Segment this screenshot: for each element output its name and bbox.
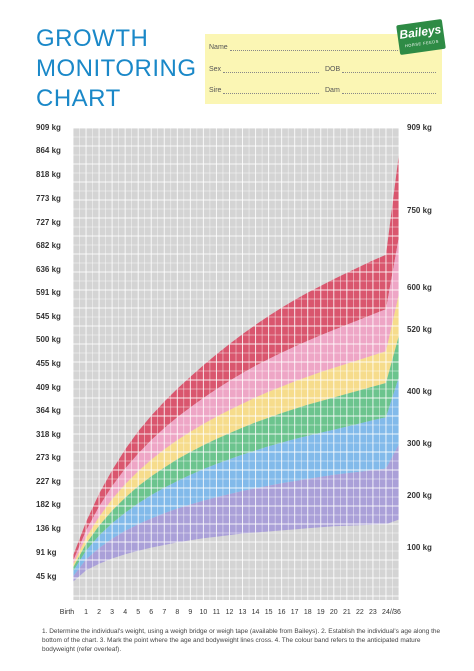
name-field[interactable]: Name	[209, 44, 398, 51]
x-tick-label: 23	[369, 609, 377, 616]
y-tick-label-left: 591 kg	[36, 288, 61, 298]
y-tick-label-left: 818 kg	[36, 170, 61, 180]
x-tick-label: 11	[213, 609, 220, 616]
x-tick-label: 19	[317, 609, 325, 616]
x-tick-label: 2	[97, 609, 101, 616]
x-tick-label: 7	[162, 609, 166, 616]
dob-field[interactable]: DOB	[325, 66, 437, 73]
x-tick-label: 22	[356, 609, 364, 616]
x-tick-label: 12	[226, 609, 234, 616]
y-tick-label-left: 773 kg	[36, 193, 61, 203]
y-tick-label-left: 45 kg	[36, 571, 57, 581]
y-tick-label-left: 182 kg	[36, 500, 61, 510]
y-tick-label-right: 300 kg	[407, 439, 432, 449]
y-tick-label-left: 91 kg	[36, 547, 57, 557]
x-tick-label: 14	[252, 609, 260, 616]
x-tick-label: 24	[382, 609, 390, 616]
y-tick-label-left: 455 kg	[36, 358, 61, 368]
x-tick-label: 4	[123, 609, 127, 616]
y-tick-label-right: 400 kg	[407, 387, 432, 397]
y-tick-label-left: 364 kg	[36, 405, 61, 415]
y-tick-label-left: 273 kg	[36, 453, 61, 463]
y-tick-label-left: 318 kg	[36, 429, 61, 439]
x-tick-label: 3	[110, 609, 114, 616]
dob-label: DOB	[325, 66, 341, 73]
dam-field[interactable]: Dam	[325, 87, 436, 94]
x-tick-label: //	[390, 609, 394, 616]
x-tick-label: 5	[136, 609, 140, 616]
title-line-3: CHART	[36, 85, 121, 112]
x-tick-label: 20	[330, 609, 338, 616]
y-tick-label-right: 600 kg	[407, 283, 432, 293]
y-tick-label-left: 227 kg	[36, 477, 61, 487]
title-line-2: MONITORING	[36, 55, 197, 82]
y-tick-label-left: 682 kg	[36, 240, 61, 250]
x-tick-label: 6	[149, 609, 153, 616]
y-tick-label-right: 750 kg	[407, 205, 432, 215]
y-tick-label-left: 500 kg	[36, 335, 61, 345]
x-tick-label: 36	[393, 609, 401, 616]
x-tick-label: 8	[175, 609, 179, 616]
sex-field[interactable]: Sex	[209, 66, 320, 73]
y-tick-label-left: 136 kg	[36, 524, 61, 534]
footer-instructions: 1. Determine the individual's weight, us…	[42, 628, 441, 653]
x-tick-label: Birth	[60, 609, 75, 616]
title-line-1: GROWTH	[36, 25, 149, 52]
x-tick-label: 13	[239, 609, 247, 616]
x-tick-label: 10	[200, 609, 208, 616]
y-tick-label-left: 909 kg	[36, 123, 61, 132]
y-tick-label-left: 864 kg	[36, 146, 61, 156]
x-tick-label: 17	[291, 609, 299, 616]
x-tick-label: 16	[278, 609, 286, 616]
y-tick-label-left: 409 kg	[36, 382, 61, 392]
y-tick-label-left: 727 kg	[36, 217, 61, 227]
sire-field[interactable]: Sire	[209, 87, 320, 94]
x-tick-label: 21	[343, 609, 351, 616]
sex-label: Sex	[209, 66, 222, 73]
y-tick-label-right: 520 kg	[407, 324, 432, 334]
dam-label: Dam	[325, 87, 340, 94]
x-tick-label: 18	[304, 609, 312, 616]
x-tick-label: 9	[188, 609, 192, 616]
y-tick-label-right: 100 kg	[407, 543, 432, 553]
y-tick-label-right: 200 kg	[407, 491, 432, 501]
chart-title: GROWTH MONITORING CHART	[36, 24, 197, 114]
y-tick-label-right: 909 kg	[407, 123, 432, 132]
y-tick-label-left: 545 kg	[36, 312, 61, 321]
name-label: Name	[209, 44, 228, 51]
y-tick-label-left: 636 kg	[36, 264, 61, 274]
x-tick-label: 1	[84, 609, 88, 616]
x-tick-label: 15	[265, 609, 273, 616]
sire-label: Sire	[209, 87, 222, 94]
